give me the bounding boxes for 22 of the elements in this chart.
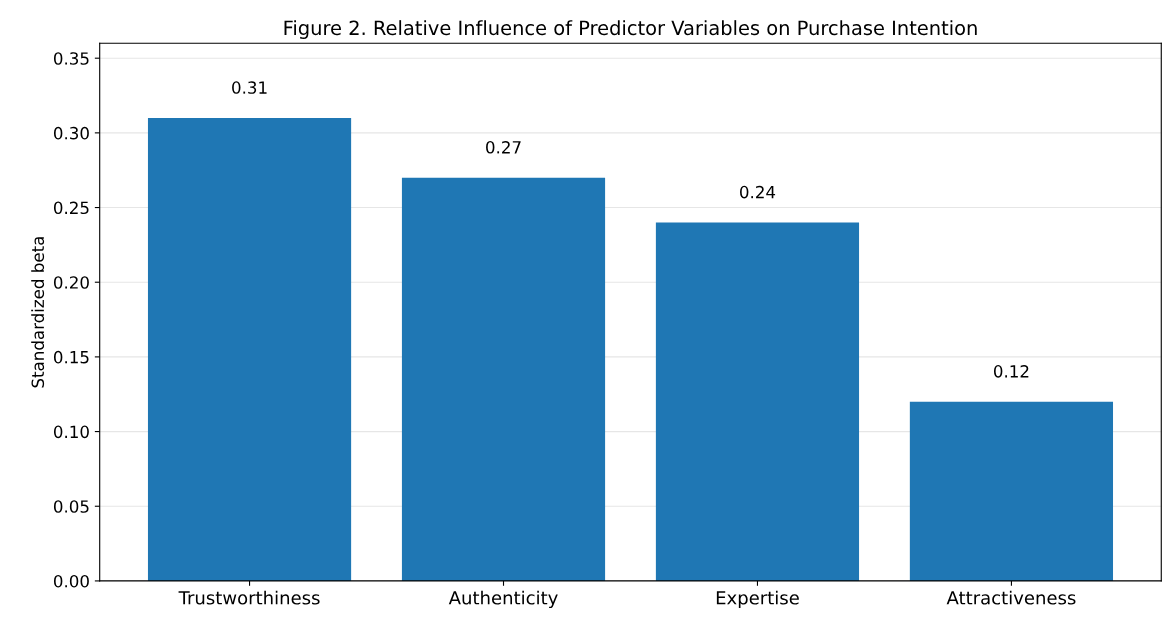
- bar: [655, 222, 860, 581]
- bar: [909, 401, 1114, 581]
- y-tick-label: 0.10: [53, 425, 89, 439]
- y-tick-label: 0.20: [53, 276, 89, 289]
- y-axis-title: Standardized beta: [31, 237, 45, 388]
- bar: [401, 177, 606, 581]
- y-tick-label: 0.05: [53, 500, 89, 513]
- y-tick-label: 0.00: [53, 574, 89, 588]
- y-tick-label: 0.30: [53, 126, 89, 140]
- bar: [147, 117, 352, 581]
- y-tick-label: 0.35: [53, 52, 89, 65]
- y-tick-label: 0.15: [53, 350, 89, 364]
- x-tick-label: Trustworthiness: [178, 590, 320, 605]
- data-label: 0.12: [993, 365, 1029, 378]
- chart-title: Figure 2. Relative Influence of Predictor Variables on Purchase Intention: [284, 20, 977, 39]
- x-tick-label: Attractiveness: [946, 590, 1076, 605]
- data-label: 0.31: [232, 81, 267, 94]
- x-tick-label: Expertise: [716, 590, 799, 609]
- data-label: 0.24: [740, 185, 776, 199]
- y-tick-label: 0.25: [53, 201, 89, 215]
- data-label: 0.27: [486, 141, 521, 154]
- x-tick-label: Authenticity: [448, 590, 558, 609]
